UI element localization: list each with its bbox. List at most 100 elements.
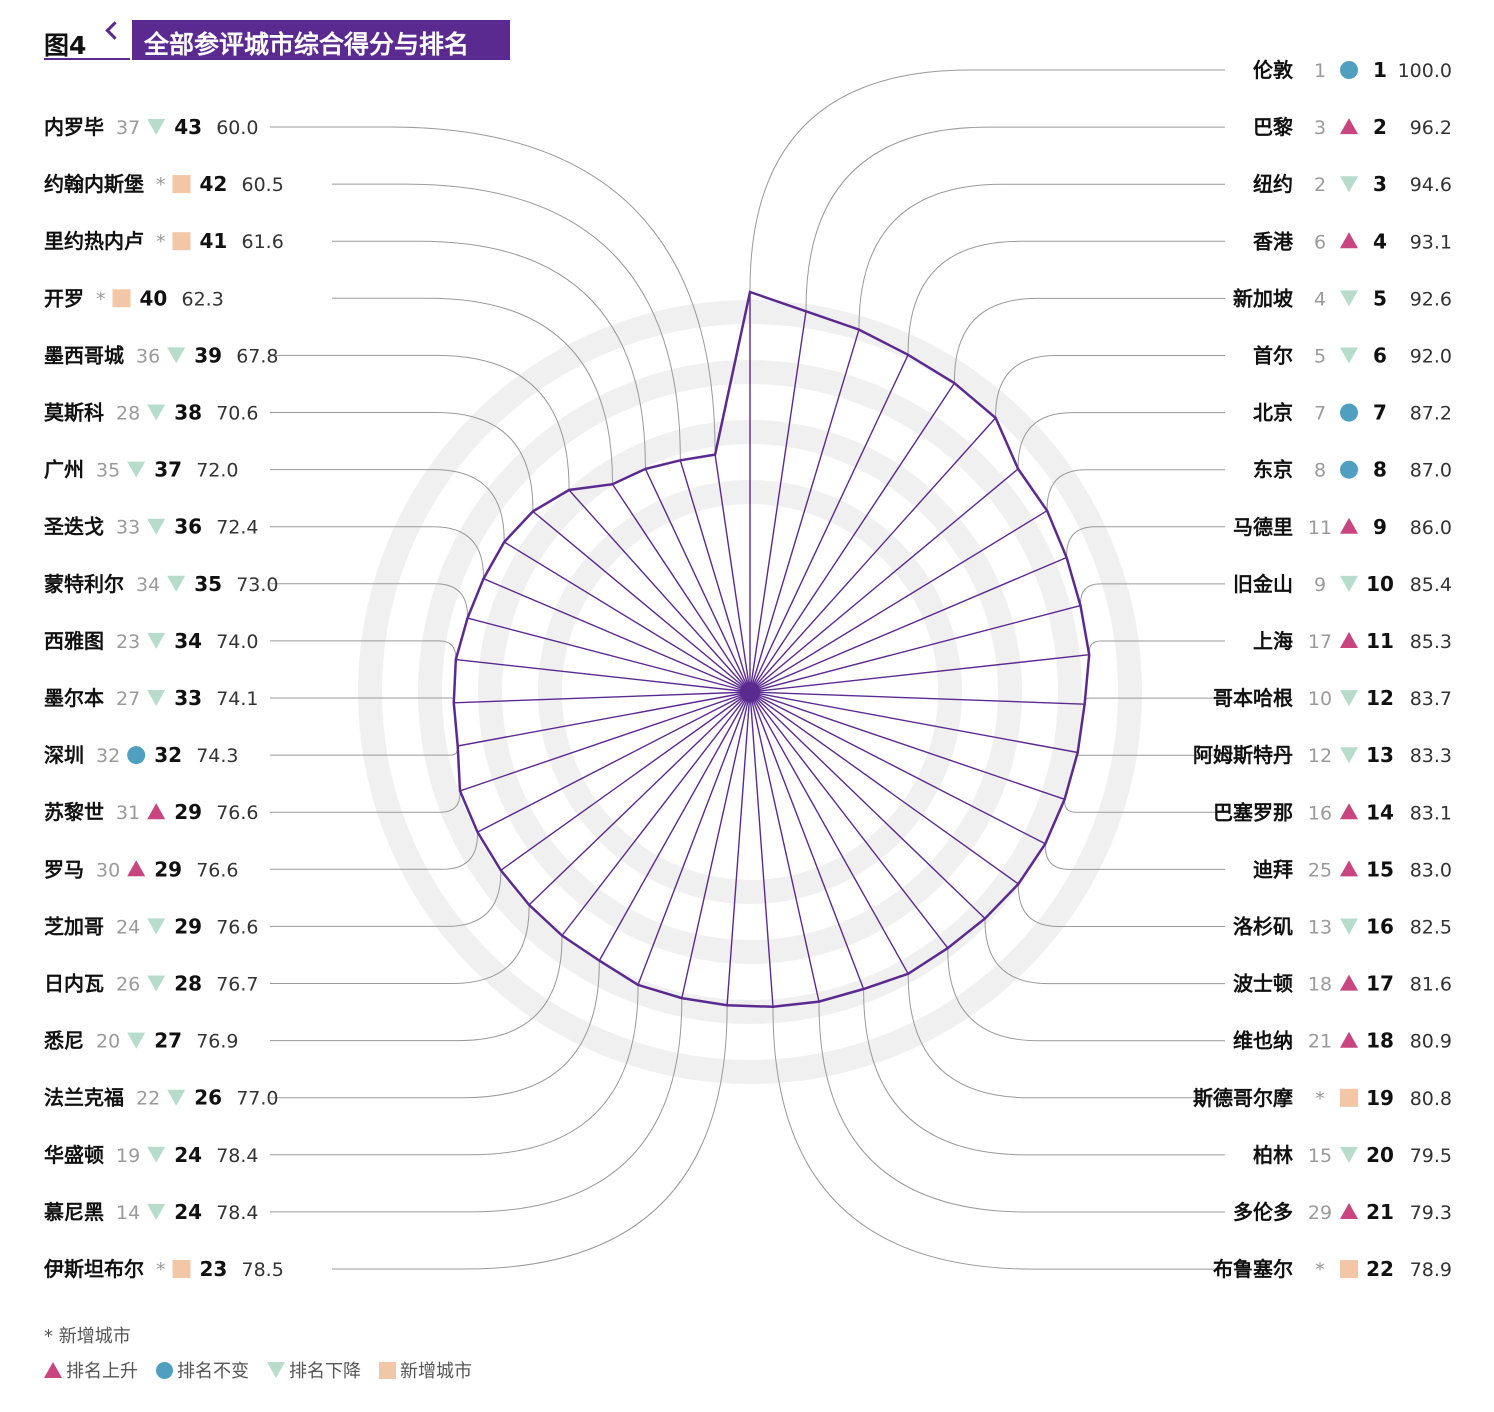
current-rank: 26 bbox=[194, 1086, 222, 1110]
previous-rank: 26 bbox=[116, 974, 140, 996]
score-spoke bbox=[749, 556, 1067, 693]
city-name: 上海 bbox=[1253, 629, 1293, 653]
score-spoke bbox=[749, 604, 1081, 693]
previous-rank: 11 bbox=[1308, 517, 1332, 539]
current-rank: 38 bbox=[174, 401, 202, 425]
score-value: 78.4 bbox=[216, 1202, 258, 1224]
triangle-down-icon bbox=[147, 1146, 166, 1163]
connector-line bbox=[1080, 583, 1225, 606]
legend-item-new: 新增城市 bbox=[379, 1357, 472, 1383]
current-rank: 40 bbox=[140, 286, 168, 310]
score-spoke bbox=[528, 691, 751, 906]
current-rank: 29 bbox=[174, 800, 202, 824]
triangle-down-icon bbox=[1340, 575, 1358, 592]
triangle-down-icon bbox=[167, 347, 186, 364]
connector-line bbox=[270, 984, 639, 1156]
connector-line bbox=[947, 948, 1225, 1042]
connector-line bbox=[953, 297, 1225, 384]
score-spoke bbox=[749, 468, 1019, 693]
connector-line bbox=[332, 240, 646, 469]
connector-line bbox=[907, 973, 1225, 1099]
connector-line bbox=[270, 935, 563, 1042]
previous-rank: * bbox=[156, 1259, 166, 1281]
score-value: 62.3 bbox=[182, 288, 224, 310]
current-rank: 24 bbox=[174, 1143, 202, 1167]
triangle-down-icon bbox=[1340, 290, 1358, 307]
legend-item-up: 排名上升 bbox=[44, 1357, 138, 1383]
square-icon bbox=[172, 1260, 191, 1278]
figure-label-box: 图4 bbox=[44, 20, 130, 60]
previous-rank: 33 bbox=[116, 517, 140, 539]
score-value: 60.0 bbox=[216, 117, 258, 139]
triangle-down-icon bbox=[147, 404, 166, 421]
triangle-up-icon bbox=[44, 1362, 62, 1378]
previous-rank: 20 bbox=[96, 1031, 120, 1053]
triangle-down-icon bbox=[267, 1362, 285, 1378]
triangle-up-icon bbox=[1340, 1031, 1358, 1048]
triangle-down-icon bbox=[127, 1032, 146, 1049]
triangle-down-icon bbox=[147, 518, 166, 535]
connector-line bbox=[270, 790, 461, 813]
legend-label-new: 新增城市 bbox=[400, 1361, 472, 1382]
score-value: 82.5 bbox=[1410, 917, 1452, 939]
city-name: 哥本哈根 bbox=[1213, 686, 1293, 710]
score-spoke bbox=[644, 468, 751, 693]
score-value: 78.4 bbox=[216, 1145, 258, 1167]
previous-rank: 18 bbox=[1308, 974, 1332, 996]
score-value: 100.0 bbox=[1398, 60, 1452, 82]
circle-icon bbox=[1340, 460, 1358, 479]
city-name: 罗马 bbox=[44, 857, 84, 881]
score-spoke bbox=[749, 691, 1046, 845]
previous-rank: 15 bbox=[1308, 1145, 1332, 1167]
city-name: 斯德哥尔摩 bbox=[1193, 1086, 1293, 1110]
city-name: 悉尼 bbox=[43, 1029, 84, 1053]
city-name: 香港 bbox=[1253, 229, 1294, 253]
current-rank: 20 bbox=[1366, 1143, 1394, 1167]
score-spoke bbox=[503, 541, 751, 693]
triangle-down-icon bbox=[1340, 747, 1358, 764]
current-rank: 12 bbox=[1366, 686, 1394, 710]
score-value: 87.2 bbox=[1410, 403, 1452, 425]
score-value: 73.0 bbox=[236, 574, 278, 596]
city-name: 柏林 bbox=[1253, 1143, 1293, 1167]
circle-icon bbox=[127, 746, 146, 765]
connector-line bbox=[749, 69, 1225, 292]
triangle-up-icon bbox=[147, 803, 166, 820]
connector-line bbox=[805, 126, 1225, 312]
city-name: 莫斯科 bbox=[43, 401, 104, 425]
score-spoke bbox=[749, 382, 955, 693]
score-value: 80.8 bbox=[1410, 1088, 1452, 1110]
score-value: 67.8 bbox=[236, 345, 278, 367]
current-rank: 6 bbox=[1373, 344, 1387, 368]
score-value: 72.0 bbox=[196, 460, 238, 482]
previous-rank: 3 bbox=[1314, 117, 1326, 139]
score-spoke bbox=[749, 691, 865, 990]
score-value: 85.4 bbox=[1410, 574, 1452, 596]
city-name: 新加坡 bbox=[1233, 286, 1294, 310]
current-rank: 22 bbox=[1366, 1257, 1394, 1281]
current-rank: 21 bbox=[1366, 1200, 1394, 1224]
score-spoke bbox=[749, 691, 820, 1002]
city-name: 旧金山 bbox=[1233, 572, 1293, 596]
circle-icon bbox=[156, 1361, 173, 1379]
city-name: 波士顿 bbox=[1233, 972, 1293, 996]
city-name: 布鲁塞尔 bbox=[1213, 1257, 1293, 1281]
score-spoke bbox=[749, 691, 774, 1007]
circle-icon bbox=[1340, 403, 1358, 422]
triangle-down-icon bbox=[127, 461, 146, 478]
city-name: 墨尔本 bbox=[44, 686, 104, 710]
score-spoke bbox=[749, 691, 949, 949]
current-rank: 13 bbox=[1366, 743, 1394, 767]
score-value: 76.6 bbox=[216, 916, 258, 938]
city-name: 西雅图 bbox=[44, 629, 104, 653]
triangle-down-icon bbox=[147, 119, 166, 135]
city-name: 多伦多 bbox=[1233, 1200, 1293, 1224]
connector-line bbox=[907, 240, 1225, 355]
legend-item-down: 排名下降 bbox=[267, 1357, 361, 1383]
previous-rank: 34 bbox=[136, 574, 160, 596]
score-value: 83.7 bbox=[1410, 688, 1452, 710]
city-name: 内罗毕 bbox=[44, 115, 104, 139]
city-name: 巴塞罗那 bbox=[1213, 800, 1293, 824]
previous-rank: 6 bbox=[1314, 231, 1326, 253]
